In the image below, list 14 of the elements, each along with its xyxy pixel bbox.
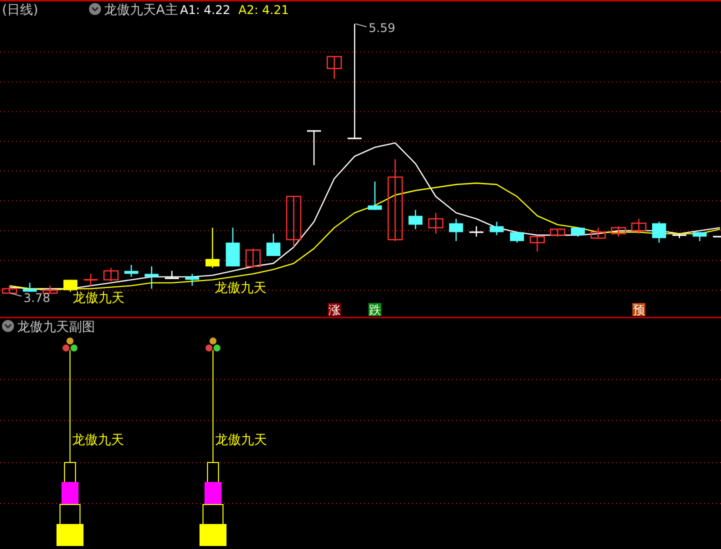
annotation: 跌: [368, 303, 382, 317]
annotation: 龙傲九天: [72, 291, 124, 306]
annotation: 3.78: [24, 291, 50, 306]
annotation: 龙傲九天: [214, 281, 266, 296]
title: (日线): [2, 3, 38, 18]
annotation: 涨: [328, 303, 341, 317]
annotation: 龙傲九天: [215, 433, 267, 448]
annotation: 5.59: [368, 20, 396, 35]
annotation: 龙傲九天: [72, 433, 124, 448]
title: 龙傲九天副图: [17, 320, 95, 335]
annotation: 预: [632, 303, 646, 317]
annotation: 3.78: [10, 291, 50, 306]
subtitle: 龙傲九天A主: [104, 3, 178, 18]
annotation: 5.59: [355, 20, 396, 35]
